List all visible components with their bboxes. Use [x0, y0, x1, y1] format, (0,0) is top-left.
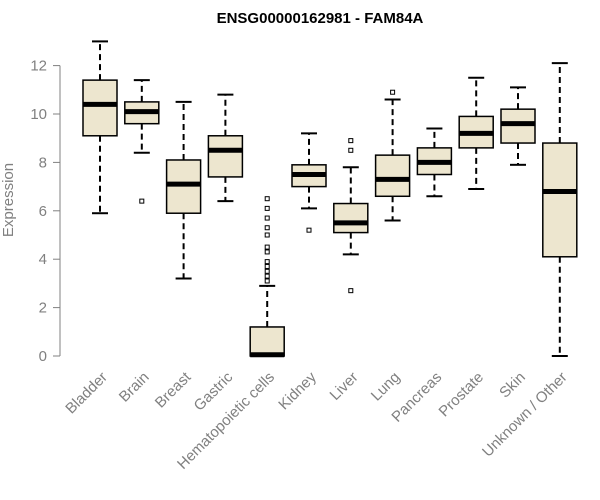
box-breast	[165, 100, 202, 280]
box-skin	[500, 86, 536, 166]
box-pancreas	[416, 127, 453, 198]
box-body	[542, 142, 578, 258]
y-axis: 0 2 4 6 8 10 12	[30, 58, 61, 365]
box-gastric	[207, 93, 244, 203]
y-axis-title: Expression	[0, 163, 17, 237]
boxes-group	[82, 40, 578, 358]
outlier-point	[264, 196, 270, 202]
outlier-point	[264, 244, 270, 250]
outlier-point	[264, 232, 270, 238]
x-tick-label: Skin	[496, 369, 529, 402]
x-tick-label: Lung	[368, 369, 404, 405]
outlier-point	[348, 288, 354, 294]
outlier-point	[390, 89, 396, 95]
box-bladder	[82, 40, 118, 215]
outlier-point	[264, 225, 270, 231]
x-tick-label: Brain	[116, 369, 153, 406]
box-unknown-other	[542, 62, 578, 357]
outlier-point	[264, 268, 270, 274]
box-prostate	[458, 76, 494, 191]
outlier-point	[348, 138, 354, 144]
box-body	[207, 135, 244, 178]
y-tick-label: 8	[39, 154, 47, 171]
outlier-point	[264, 273, 270, 279]
y-tick-label: 6	[39, 203, 47, 220]
y-tick-label: 4	[39, 251, 47, 268]
outlier-point	[306, 227, 312, 233]
outlier-point	[264, 215, 270, 221]
box-liver	[333, 138, 369, 294]
y-tick-label: 2	[39, 300, 47, 317]
box-body	[374, 154, 411, 198]
box-body	[249, 326, 285, 357]
box-body	[333, 202, 369, 234]
box-kidney	[291, 132, 327, 233]
outlier-point	[264, 278, 270, 284]
outlier-point	[264, 263, 270, 269]
box-hematopoietic-cells	[249, 196, 285, 358]
outlier-point	[264, 249, 270, 255]
y-tick-label: 10	[30, 106, 47, 123]
x-tick-label: Liver	[327, 369, 362, 404]
x-tick-label: Breast	[152, 368, 195, 411]
box-lung	[374, 89, 411, 222]
outlier-point	[264, 259, 270, 265]
x-tick-label: Bladder	[62, 369, 111, 418]
outlier-point	[139, 198, 145, 204]
y-tick-label: 0	[39, 348, 47, 365]
chart-title: ENSG00000162981 - FAM84A	[217, 10, 424, 27]
x-tick-label: Prostate	[435, 369, 487, 421]
outlier-point	[264, 205, 270, 211]
y-tick-label: 12	[30, 58, 47, 75]
x-tick-label: Kidney	[275, 368, 320, 413]
box-body	[82, 79, 118, 137]
outlier-point	[348, 147, 354, 153]
box-brain	[124, 79, 160, 204]
